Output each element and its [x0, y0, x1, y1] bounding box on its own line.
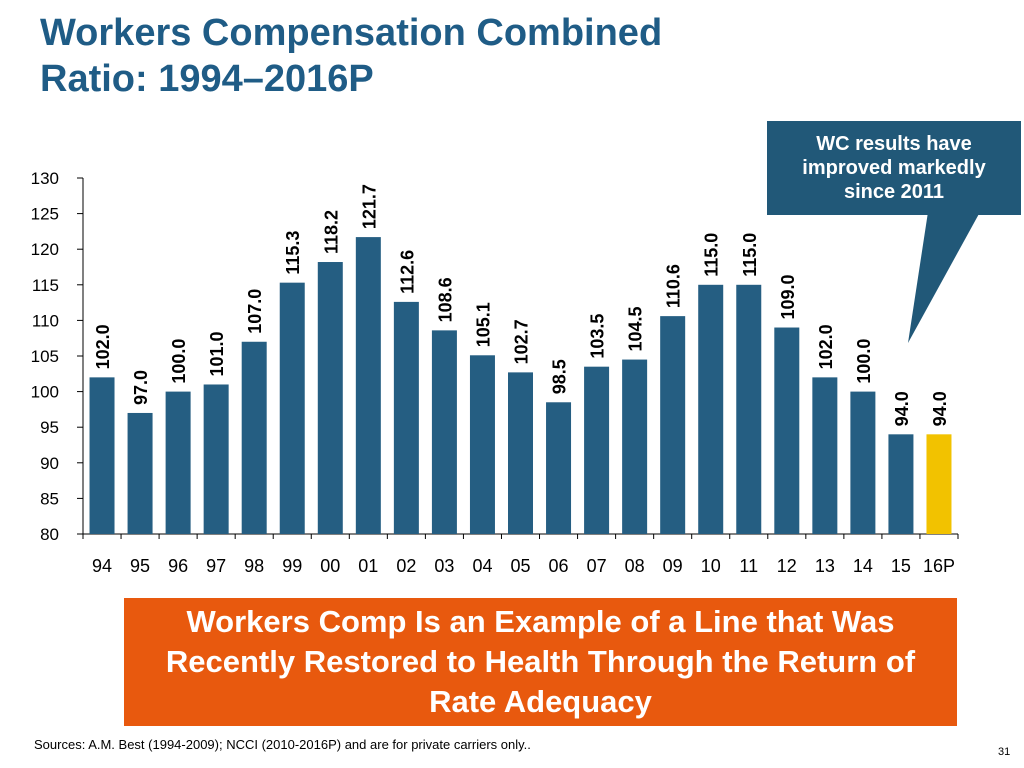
- x-tick-label: 05: [510, 556, 530, 576]
- bar: [698, 284, 724, 534]
- bar: [622, 359, 648, 534]
- bar: [127, 412, 153, 534]
- bar: [241, 341, 267, 534]
- callout-text: WC results have improved markedly since …: [802, 133, 986, 203]
- x-tick-label: 15: [891, 556, 911, 576]
- data-label: 118.2: [321, 210, 341, 254]
- data-label: 104.5: [626, 307, 646, 352]
- bar: [774, 327, 800, 534]
- data-label: 115.0: [740, 233, 760, 277]
- x-tick-label: 12: [777, 556, 797, 576]
- sources-note: Sources: A.M. Best (1994-2009); NCCI (20…: [34, 737, 531, 752]
- bar: [546, 402, 572, 534]
- x-tick-label: 16P: [923, 556, 955, 576]
- x-tick-label: 95: [130, 556, 150, 576]
- bar: [850, 391, 876, 534]
- bar: [317, 262, 343, 534]
- x-tick-label: 02: [396, 556, 416, 576]
- data-label: 105.1: [473, 302, 493, 347]
- data-label: 102.0: [93, 324, 113, 369]
- y-tick-label: 130: [31, 169, 59, 188]
- conclusion-banner: Workers Comp Is an Example of a Line tha…: [124, 598, 957, 726]
- x-tick-label: 99: [282, 556, 302, 576]
- y-tick-label: 115: [32, 276, 59, 295]
- data-label: 102.0: [816, 324, 836, 369]
- bar: [431, 330, 457, 534]
- page-number: 31: [998, 746, 1011, 758]
- banner-text: Workers Comp Is an Example of a Line tha…: [165, 604, 916, 719]
- data-label: 103.5: [588, 314, 608, 359]
- x-tick-label: 98: [244, 556, 264, 576]
- data-label: 108.6: [435, 277, 455, 322]
- bar: [660, 316, 686, 534]
- x-tick-label: 14: [853, 556, 873, 576]
- data-label: 112.6: [397, 250, 417, 294]
- title-line-1: Workers Compensation Combined: [40, 12, 663, 54]
- bar: [812, 377, 838, 534]
- title-line-2: Ratio: 1994–2016P: [40, 58, 374, 100]
- data-label: 101.0: [207, 331, 227, 376]
- bar: [355, 237, 381, 534]
- x-tick-label: 00: [320, 556, 340, 576]
- y-tick-label: 90: [40, 454, 59, 473]
- data-label: 98.5: [550, 359, 570, 394]
- data-label: 109.0: [778, 274, 798, 319]
- bar: [584, 366, 610, 534]
- bar: [926, 434, 952, 534]
- y-tick-label: 95: [40, 418, 59, 437]
- bar: [736, 284, 762, 534]
- y-tick-label: 85: [40, 489, 59, 508]
- y-tick-label: 80: [40, 525, 59, 544]
- bar: [89, 377, 115, 534]
- bar: [469, 355, 495, 534]
- x-tick-label: 01: [358, 556, 378, 576]
- bar: [508, 372, 533, 534]
- data-label: 97.0: [131, 370, 151, 405]
- data-label: 102.7: [512, 319, 532, 364]
- data-label: 94.0: [892, 391, 912, 426]
- data-label: 121.7: [359, 184, 379, 229]
- x-tick-label: 96: [168, 556, 188, 576]
- data-label: 110.6: [664, 264, 684, 308]
- x-tick-label: 04: [472, 556, 492, 576]
- bar: [393, 301, 419, 534]
- x-tick-label: 06: [549, 556, 569, 576]
- data-label: 115.3: [283, 231, 303, 275]
- data-label: 100.0: [854, 339, 874, 384]
- x-tick-label: 11: [739, 556, 758, 576]
- bar: [888, 434, 914, 534]
- y-tick-label: 120: [31, 240, 59, 259]
- bar: [165, 391, 191, 534]
- combined-ratio-bar-chart: 80859095100105110115120125130102.09497.0…: [31, 169, 959, 576]
- x-tick-label: 08: [625, 556, 645, 576]
- x-tick-label: 94: [92, 556, 112, 576]
- data-label: 94.0: [930, 391, 950, 426]
- data-label: 107.0: [245, 289, 265, 334]
- bar: [279, 282, 305, 534]
- x-tick-label: 07: [587, 556, 607, 576]
- y-tick-label: 125: [31, 205, 59, 224]
- y-tick-label: 110: [32, 311, 59, 330]
- callout-box: WC results have improved markedly since …: [767, 121, 1021, 215]
- y-tick-label: 105: [31, 347, 59, 366]
- x-tick-label: 03: [434, 556, 454, 576]
- data-label: 115.0: [702, 233, 722, 277]
- x-tick-label: 13: [815, 556, 835, 576]
- x-tick-label: 09: [663, 556, 683, 576]
- page-title: Workers Compensation Combined Ratio: 199…: [40, 10, 800, 102]
- y-tick-label: 100: [31, 383, 59, 402]
- data-label: 100.0: [169, 339, 189, 384]
- x-tick-label: 97: [206, 556, 226, 576]
- bar: [203, 384, 229, 534]
- x-tick-label: 10: [701, 556, 721, 576]
